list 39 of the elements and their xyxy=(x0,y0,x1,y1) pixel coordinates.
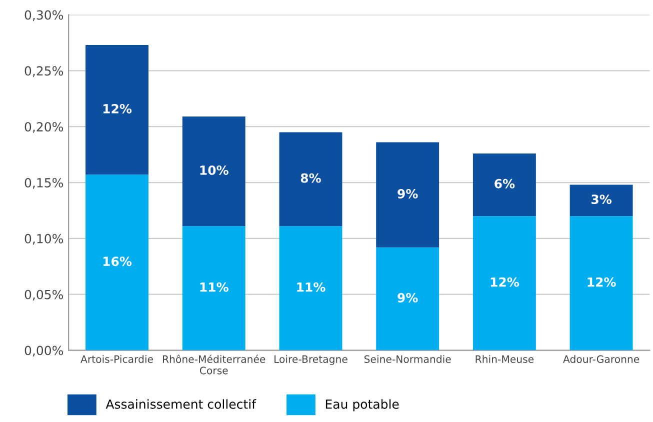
y-tick-label: 0,10% xyxy=(24,234,64,245)
bar xyxy=(279,132,342,226)
bar xyxy=(86,44,148,175)
y-tick-label: 0,20% xyxy=(24,122,64,133)
y-tick-label: 0,25% xyxy=(24,66,64,77)
data-label: 8% xyxy=(300,173,321,183)
data-label: 16% xyxy=(103,256,132,266)
bar xyxy=(376,247,440,350)
data-label: 12% xyxy=(588,277,616,287)
data-label: 12% xyxy=(103,104,132,114)
x-tick-label: Artois-Picardie xyxy=(80,355,153,363)
bar xyxy=(376,142,440,248)
data-label: 11% xyxy=(200,282,228,292)
bar xyxy=(472,216,536,350)
bar xyxy=(279,226,342,350)
data-label: 3% xyxy=(592,194,612,204)
y-tick-label: 0,00% xyxy=(24,346,64,356)
bar xyxy=(86,174,148,350)
bar xyxy=(182,226,246,350)
data-label: 11% xyxy=(297,282,326,292)
legend-label: Eau potable xyxy=(326,399,399,412)
y-tick-label: 0,15% xyxy=(24,178,64,189)
bar xyxy=(182,116,246,226)
bar xyxy=(472,153,536,216)
data-label: 9% xyxy=(398,292,418,302)
data-label: 9% xyxy=(398,188,418,198)
y-tick-label: 0,30% xyxy=(24,10,64,21)
bar xyxy=(570,184,633,216)
data-label: 12% xyxy=(490,277,520,287)
x-tick-label: Adour-Garonne xyxy=(563,355,640,363)
x-tick-label: Rhin-Meuse xyxy=(476,355,534,363)
data-label: 6% xyxy=(494,178,515,188)
legend-label: Assainissement collectif xyxy=(106,399,256,409)
y-tick-label: 0,05% xyxy=(24,290,64,301)
x-tick-label: Loire-Bretagne xyxy=(274,355,348,365)
bar xyxy=(570,216,633,350)
x-tick-label: Rhône-Méditerranée Corse xyxy=(162,354,266,374)
data-label: 10% xyxy=(200,166,228,175)
x-tick-label: Seine-Normandie xyxy=(364,355,451,363)
